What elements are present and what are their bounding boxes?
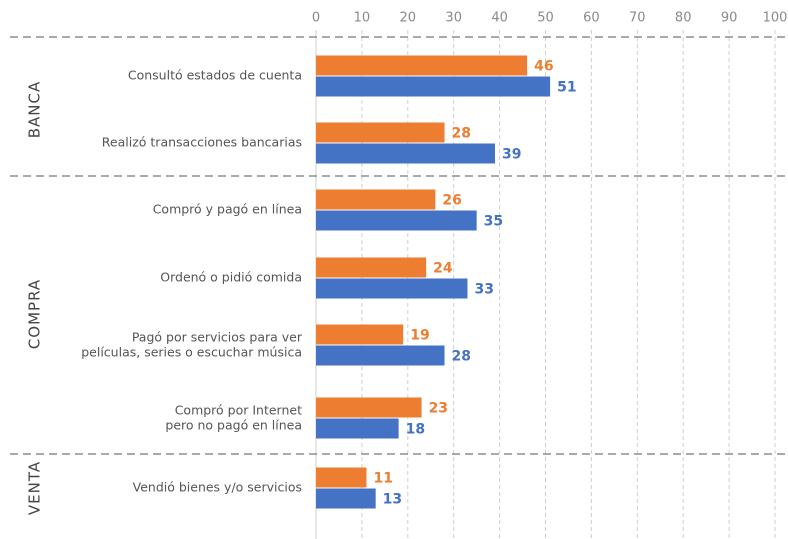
category-label: Compró por Internet pero no pagó en línea (165, 402, 302, 432)
value-label: 28 (452, 126, 471, 142)
bar (316, 324, 404, 345)
bar (316, 278, 468, 299)
value-label: 18 (406, 422, 425, 438)
group-label: BANCA (26, 81, 44, 139)
value-label: 51 (557, 80, 576, 96)
x-tick-label: 0 (312, 11, 320, 26)
value-label: 13 (383, 492, 402, 508)
bar (316, 467, 367, 488)
category-label: Pagó por servicios para ver películas, se… (81, 329, 303, 359)
category-label: Ordenó o pidió comida (160, 270, 302, 285)
bar (316, 189, 436, 210)
bar (316, 76, 551, 97)
category-label: Vendió bienes y/o servicios (133, 480, 302, 495)
value-label: 46 (534, 59, 553, 75)
x-tick-label: 70 (629, 11, 646, 26)
value-label: 24 (433, 261, 453, 277)
x-tick-label: 60 (583, 11, 600, 26)
group-label: VENTA (26, 461, 44, 515)
bar (316, 143, 496, 164)
category-label: Consultó estados de cuenta (128, 68, 302, 83)
x-tick-label: 80 (675, 11, 692, 26)
value-label: 23 (429, 401, 448, 417)
value-label: 35 (484, 214, 503, 230)
bar (316, 257, 427, 278)
bar (316, 397, 422, 418)
x-tick-label: 10 (354, 11, 371, 26)
category-label: Compró y pagó en línea (153, 202, 302, 217)
group-label: COMPRA (26, 279, 44, 349)
x-tick-label: 50 (537, 11, 554, 26)
x-tick-label: 90 (721, 11, 738, 26)
value-label: 19 (410, 328, 429, 344)
value-label: 39 (502, 147, 521, 163)
bar (316, 122, 445, 143)
x-tick-label: 100 (763, 11, 788, 26)
bar (316, 210, 477, 231)
bar (316, 55, 528, 76)
value-label: 33 (474, 282, 493, 298)
value-label: 26 (442, 193, 461, 209)
x-tick-label: 40 (491, 11, 508, 26)
x-tick-label: 30 (445, 11, 462, 26)
category-label: Realizó transacciones bancarias (102, 135, 302, 150)
value-label: 28 (452, 349, 471, 365)
bar (316, 488, 376, 509)
value-label: 11 (373, 471, 392, 487)
bar (316, 418, 399, 439)
bar (316, 345, 445, 366)
x-tick-label: 20 (400, 11, 417, 26)
